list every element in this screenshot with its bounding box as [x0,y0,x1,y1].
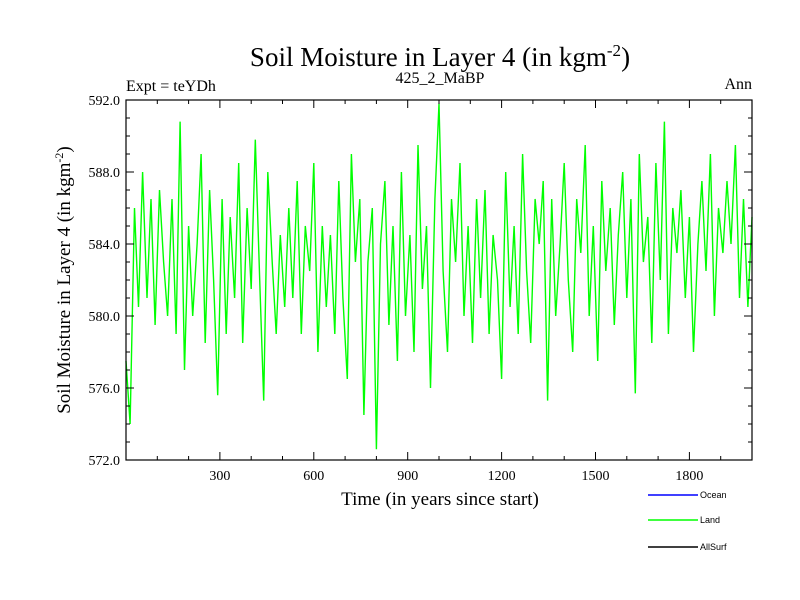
series-layer [125,103,753,450]
y-tick-label: 592.0 [89,94,121,109]
x-axis-label: Time (in years since start) [341,489,539,510]
x-tick-label: 1800 [675,469,703,484]
legend: Ocean Land AllSurf [648,490,727,552]
x-tick-label: 900 [397,469,418,484]
legend-allsurf-label: AllSurf [700,542,727,552]
y-tick-label: 580.0 [89,310,121,325]
y-tick-label: 576.0 [89,382,121,397]
series-line-land [125,103,753,450]
legend-ocean-label: Ocean [700,490,727,500]
x-tick-label: 600 [303,469,324,484]
chart-title: Soil Moisture in Layer 4 (in kgm-2) [250,41,630,72]
period-label: 425_2_MaBP [396,70,485,87]
tick-labels-layer: 300 600 900 1200 1500 1800 572.0 576.0 580.0 584.… [89,94,704,484]
ticks-layer [126,100,752,460]
y-axis-label: Soil Moisture in Layer 4 (in kgm-2) [52,146,75,414]
experiment-label: Expt = teYDh [126,78,216,95]
x-tick-label: 1200 [488,469,516,484]
y-tick-label: 584.0 [89,238,121,253]
season-label: Ann [724,76,752,93]
x-tick-label: 300 [209,469,230,484]
x-tick-label: 1500 [582,469,610,484]
y-tick-label: 588.0 [89,166,121,181]
plot-frame [125,99,753,461]
y-tick-label: 572.0 [89,454,121,469]
legend-land-label: Land [700,515,720,525]
